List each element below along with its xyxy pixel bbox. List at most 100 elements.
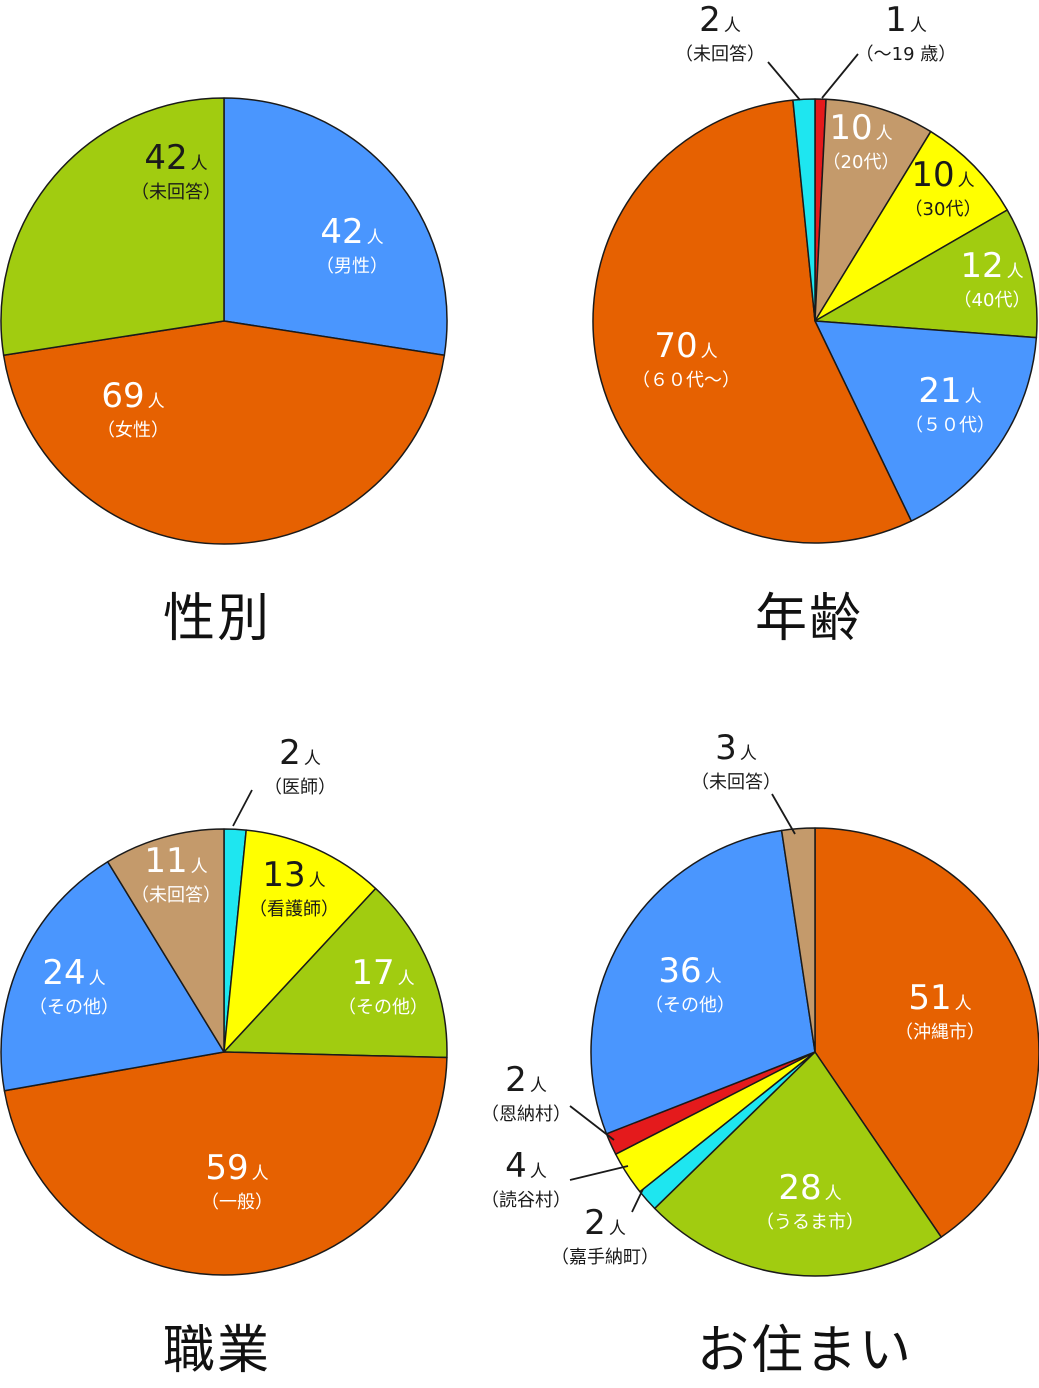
data-label-value: 28 人 [756, 1170, 864, 1212]
pie-age [592, 53, 1038, 544]
slice-category: （未回答） [675, 44, 765, 65]
slice-unit: 人 [88, 969, 106, 989]
chart-title-occupation: 職業 [163, 1321, 272, 1381]
pie-occupation-slice [106, 828, 225, 1053]
slice-category: （その他） [29, 997, 119, 1018]
data-label-value: 59 人 [201, 1150, 273, 1192]
slice-value: 51 [908, 978, 952, 1018]
slice-category: （沖縄市） [895, 1022, 985, 1043]
slice-value: 59 [205, 1148, 249, 1188]
data-label: 21 人（５０代） [905, 373, 995, 437]
slice-unit: 人 [147, 392, 165, 412]
slice-unit: 人 [529, 1162, 547, 1182]
data-label: 24 人 （その他） [29, 955, 119, 1019]
data-label-value: 10 人 [823, 110, 900, 152]
data-label: 10 人（30代） [905, 157, 982, 221]
slice-unit: 人 [704, 967, 722, 987]
data-label-value: 10 人 [905, 157, 982, 199]
data-label: 51 人（沖縄市） [895, 980, 985, 1044]
data-label-value: 51 人 [895, 980, 985, 1022]
pie-age-slice [792, 98, 816, 322]
slice-value: 24 [42, 953, 86, 993]
data-label: 42 人（未回答） [131, 140, 221, 204]
slice-unit: 人 [529, 1076, 547, 1096]
slice-category: （恩納村） [481, 1104, 571, 1125]
slice-value: 2 [584, 1203, 606, 1243]
data-label: 2 人（嘉手納町） [551, 1205, 659, 1269]
slice-category: （その他） [338, 997, 428, 1018]
slice-category: （未回答） [691, 772, 781, 793]
data-label: 2 人（恩納村） [481, 1062, 571, 1126]
slice-value: 42 [144, 138, 188, 178]
data-label: 2 人（医師） [264, 735, 336, 799]
data-label: 69 人（女性） [97, 378, 169, 442]
data-label: 11 人（未回答） [131, 843, 221, 907]
slice-category: （未回答） [131, 182, 221, 203]
slice-category: （男性） [316, 256, 388, 277]
slice-unit: 人 [308, 871, 326, 891]
slice-category: （うるま市） [756, 1212, 864, 1233]
slice-category: （40代） [953, 290, 1031, 311]
pie-occupation-slice [0, 860, 225, 1092]
slice-value: 11 [144, 841, 188, 881]
slice-value: 3 [715, 728, 737, 768]
slice-unit: 人 [957, 171, 975, 191]
pie-residence-slice [590, 829, 816, 1135]
slice-category: （医師） [264, 777, 336, 798]
leader-line [569, 1165, 629, 1181]
data-label: 3 人（未回答） [691, 730, 781, 794]
slice-category: （読谷村） [481, 1190, 571, 1211]
slice-unit: 人 [909, 16, 927, 36]
slice-value: 2 [279, 733, 301, 773]
slice-value: 69 [101, 376, 145, 416]
data-label-value: 69 人 [97, 378, 169, 420]
pie-occupation-slice [223, 887, 448, 1059]
slice-unit: 人 [824, 1184, 842, 1204]
data-label: 1 人（～19 歳） [856, 2, 957, 66]
pie-occupation-slice [3, 1051, 448, 1276]
slice-value: 1 [885, 0, 907, 40]
slice-category: （～19 歳） [855, 44, 957, 65]
slice-unit: 人 [739, 744, 757, 764]
data-label-value: 70 人 [632, 328, 740, 370]
slice-category: （30代） [904, 199, 982, 220]
data-label: 59 人（一般） [201, 1150, 273, 1214]
pie-gender-slice [223, 97, 448, 356]
slice-value: 36 [658, 951, 702, 991]
data-label-value: 36 人 [645, 953, 735, 995]
data-label-value: 17 人 [338, 955, 428, 997]
data-label: 42 人（男性） [316, 214, 388, 278]
pie-residence-slice [653, 1051, 942, 1277]
data-label: 10 人（20代） [823, 110, 900, 174]
slice-unit: 人 [700, 342, 718, 362]
pie-age-slice [814, 130, 1009, 322]
chart-title-residence: お住まい [697, 1321, 914, 1381]
slice-category: （６０代～） [632, 370, 740, 391]
data-label-value: 21 人 [905, 373, 995, 415]
data-label: 28 人（うるま市） [756, 1170, 864, 1234]
slice-unit: 人 [190, 857, 208, 877]
slice-category: （その他） [645, 995, 735, 1016]
slice-category: （看護師） [249, 899, 339, 920]
slice-category: （女性） [97, 420, 169, 441]
slice-value: 2 [699, 0, 721, 40]
data-label: 13 人（看護師） [249, 857, 339, 921]
slice-value: 21 [918, 371, 962, 411]
pie-residence-slice [814, 827, 1039, 1238]
data-label-value: 12 人 [954, 248, 1031, 290]
pie-occupation-slice [223, 829, 377, 1053]
pie-age-slice [592, 99, 913, 544]
data-label: 70 人（６０代～） [632, 328, 740, 392]
chart-title-age: 年齢 [755, 589, 864, 649]
pie-occupation [0, 789, 448, 1276]
slice-unit: 人 [608, 1219, 626, 1239]
slice-category: （20代） [822, 152, 900, 173]
pie-age-slice [814, 209, 1038, 339]
data-label: 4 人（読谷村） [481, 1148, 571, 1212]
